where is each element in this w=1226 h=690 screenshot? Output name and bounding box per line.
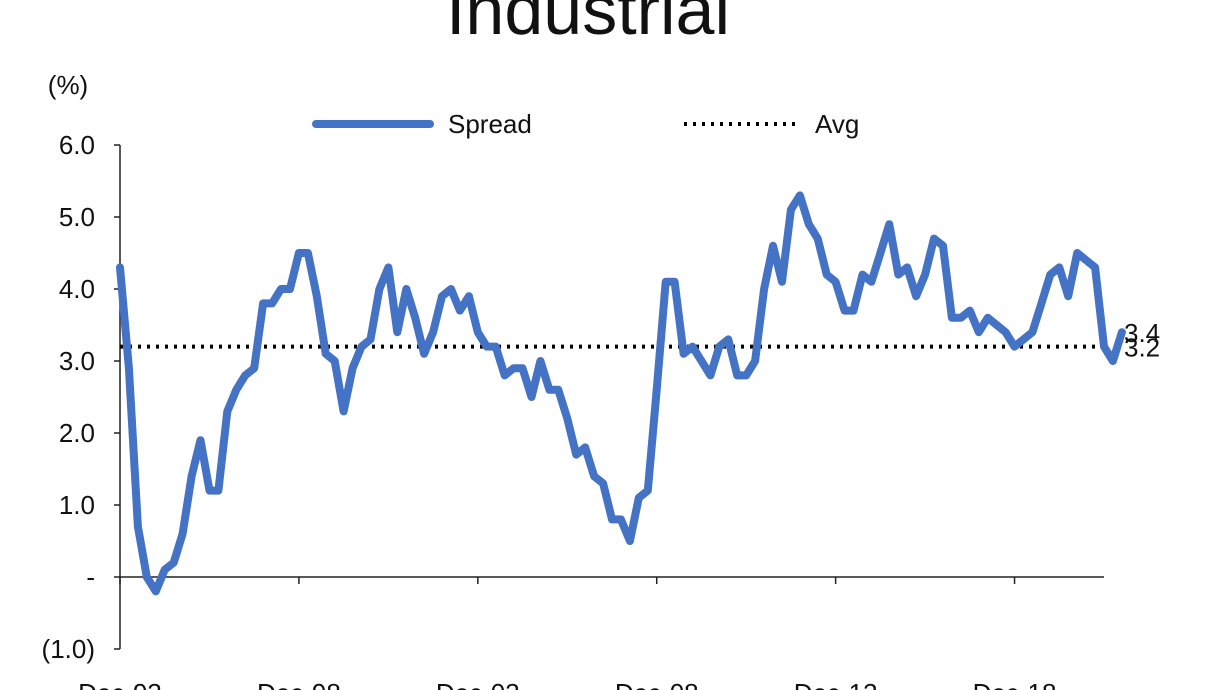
legend-avg-label: Avg bbox=[815, 109, 859, 139]
end-value-label: 3.4 bbox=[1124, 318, 1160, 348]
end-value-label: 3.2 bbox=[1124, 333, 1160, 363]
y-tick-label: - bbox=[86, 562, 95, 592]
y-tick-label: 1.0 bbox=[59, 490, 95, 520]
chart-title: Industrial bbox=[446, 0, 730, 49]
axis-ticks bbox=[114, 144, 1016, 650]
axes bbox=[119, 145, 1104, 649]
y-tick-label: 2.0 bbox=[59, 418, 95, 448]
x-tick-label: Dec-93 bbox=[78, 678, 162, 690]
y-tick-label: 3.0 bbox=[59, 346, 95, 376]
x-tick-label: Dec-03 bbox=[436, 678, 520, 690]
x-tick-label: Dec-13 bbox=[794, 678, 878, 690]
legend-spread-label: Spread bbox=[448, 109, 532, 139]
y-tick-label: 4.0 bbox=[59, 274, 95, 304]
spread-line bbox=[116, 191, 1126, 596]
y-axis-unit-label: (%) bbox=[48, 70, 88, 100]
y-tick-label: (1.0) bbox=[42, 634, 95, 664]
tick-labels: 6.0 5.0 4.0 3.0 2.0 1.0 - (1.0) Dec-93 Dec-98 Dec-… bbox=[42, 130, 1161, 690]
spread-series bbox=[116, 191, 1126, 596]
y-tick-label: 5.0 bbox=[59, 202, 95, 232]
x-tick-label: Dec-08 bbox=[615, 678, 699, 690]
x-tick-label: Dec-98 bbox=[257, 678, 341, 690]
y-tick-label: 6.0 bbox=[59, 130, 95, 160]
legend: Spread Avg bbox=[312, 109, 859, 139]
x-tick-label: Dec-18 bbox=[973, 678, 1057, 690]
